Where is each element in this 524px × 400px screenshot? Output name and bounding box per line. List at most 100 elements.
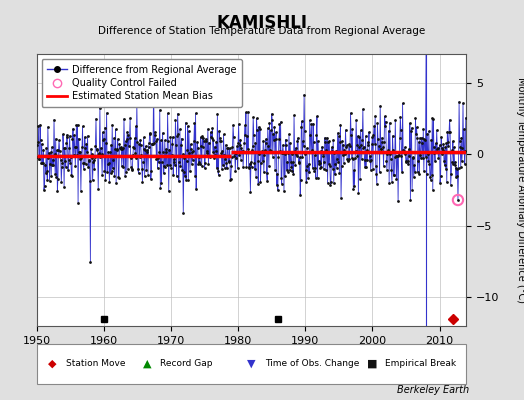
Point bbox=[215, 135, 224, 141]
Point bbox=[147, 168, 156, 174]
Point bbox=[403, 148, 411, 155]
Point bbox=[296, 154, 304, 160]
Point bbox=[201, 136, 210, 142]
Point bbox=[263, 170, 271, 176]
Point bbox=[304, 175, 312, 182]
Point bbox=[405, 152, 413, 159]
Point bbox=[261, 140, 270, 146]
Point bbox=[180, 154, 189, 161]
Point bbox=[456, 144, 464, 150]
Point bbox=[308, 147, 316, 154]
Point bbox=[305, 169, 313, 175]
Point bbox=[92, 147, 101, 154]
Point bbox=[119, 164, 127, 170]
Point bbox=[394, 198, 402, 204]
Point bbox=[419, 126, 428, 132]
Point bbox=[115, 140, 124, 147]
Point bbox=[150, 129, 159, 135]
Point bbox=[69, 126, 77, 132]
Point bbox=[232, 155, 241, 161]
Point bbox=[423, 130, 431, 137]
Point bbox=[74, 135, 83, 142]
Point bbox=[166, 134, 174, 140]
Point bbox=[401, 144, 409, 150]
Point bbox=[346, 110, 355, 116]
Point bbox=[358, 136, 366, 143]
Point bbox=[311, 165, 320, 171]
Point bbox=[371, 113, 379, 120]
Point bbox=[130, 135, 139, 141]
Point bbox=[416, 134, 424, 141]
Point bbox=[275, 121, 283, 127]
Point bbox=[210, 155, 218, 162]
Point bbox=[253, 115, 261, 122]
Point bbox=[239, 149, 248, 155]
Point bbox=[148, 140, 156, 147]
Point bbox=[137, 141, 145, 148]
Point bbox=[152, 156, 160, 162]
Point bbox=[399, 148, 408, 154]
Point bbox=[32, 142, 41, 148]
Point bbox=[331, 160, 340, 167]
Point bbox=[196, 160, 204, 167]
Point bbox=[220, 131, 228, 138]
Point bbox=[48, 144, 56, 150]
Point bbox=[76, 149, 84, 155]
Point bbox=[408, 154, 417, 160]
Point bbox=[447, 171, 455, 178]
Point bbox=[81, 144, 90, 151]
Point bbox=[390, 154, 399, 161]
Point bbox=[96, 154, 105, 160]
Point bbox=[64, 156, 73, 163]
Point bbox=[176, 163, 184, 169]
Point bbox=[105, 179, 114, 186]
Point bbox=[233, 165, 242, 171]
Point bbox=[254, 181, 263, 188]
Point bbox=[462, 114, 470, 121]
Point bbox=[125, 142, 133, 149]
Point bbox=[255, 151, 264, 158]
Point bbox=[448, 147, 456, 153]
Point bbox=[413, 169, 422, 175]
Point bbox=[97, 145, 105, 151]
Point bbox=[390, 172, 398, 178]
Point bbox=[452, 165, 461, 171]
Point bbox=[288, 168, 297, 174]
Point bbox=[241, 131, 249, 138]
Point bbox=[131, 150, 139, 156]
Point bbox=[344, 156, 353, 163]
Point bbox=[461, 160, 469, 167]
Point bbox=[167, 152, 176, 158]
Point bbox=[258, 158, 267, 164]
Point bbox=[100, 136, 108, 142]
Point bbox=[116, 145, 124, 151]
Point bbox=[51, 170, 59, 177]
Text: KAMISHLI: KAMISHLI bbox=[216, 14, 308, 32]
Point bbox=[35, 155, 43, 162]
Point bbox=[205, 139, 213, 146]
Point bbox=[430, 144, 438, 150]
Point bbox=[134, 170, 143, 176]
Point bbox=[289, 171, 298, 178]
Point bbox=[267, 148, 275, 154]
Point bbox=[443, 179, 451, 186]
Point bbox=[407, 128, 415, 134]
Point bbox=[408, 186, 416, 193]
Point bbox=[345, 141, 353, 148]
Point bbox=[249, 114, 257, 121]
Point bbox=[59, 144, 68, 151]
Point bbox=[57, 156, 65, 163]
Point bbox=[121, 172, 129, 179]
Point bbox=[274, 154, 282, 160]
Point bbox=[217, 150, 225, 156]
Point bbox=[279, 142, 287, 148]
Text: Berkeley Earth: Berkeley Earth bbox=[397, 385, 469, 395]
Point bbox=[354, 133, 362, 139]
Point bbox=[123, 129, 132, 135]
Point bbox=[343, 142, 351, 148]
Point bbox=[178, 167, 187, 174]
Point bbox=[275, 136, 283, 142]
Point bbox=[363, 147, 371, 153]
Text: Record Gap: Record Gap bbox=[160, 360, 212, 368]
Point bbox=[179, 151, 187, 157]
